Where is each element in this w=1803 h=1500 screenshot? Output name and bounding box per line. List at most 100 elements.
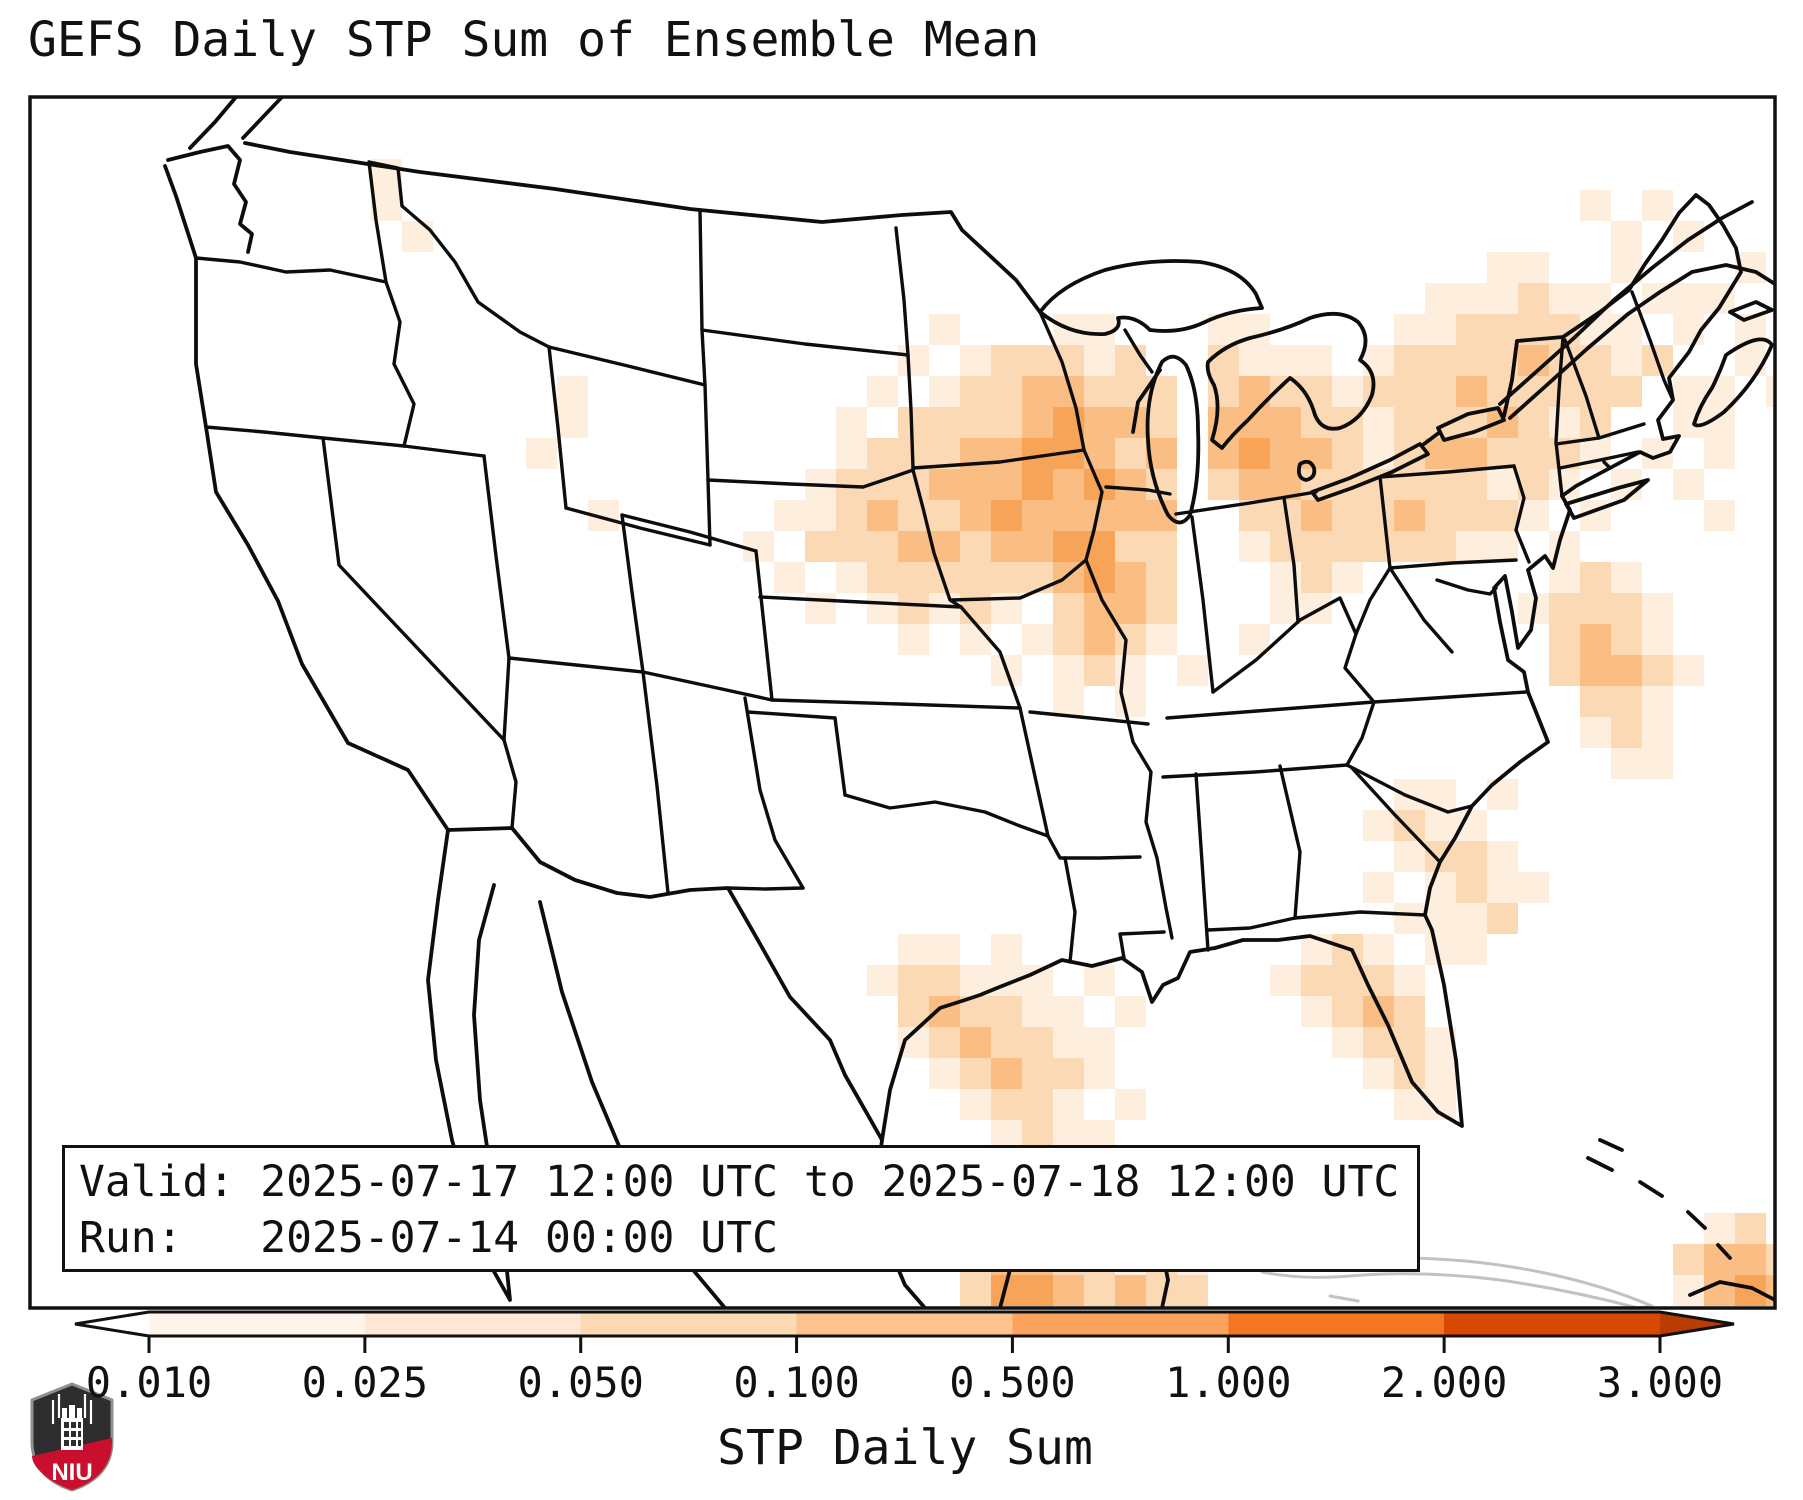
stp-cell (1487, 872, 1518, 903)
stp-cell (1363, 1058, 1394, 1089)
stp-cell (1115, 438, 1146, 469)
stp-cell (929, 500, 960, 531)
stp-cell (1704, 438, 1735, 469)
stp-cell (991, 1058, 1022, 1089)
stp-cell (1642, 190, 1673, 221)
stp-cell (1022, 500, 1053, 531)
colorbar-tick-label: 3.000 (1596, 1358, 1724, 1407)
stp-cell (991, 1089, 1022, 1120)
stp-cell (1053, 469, 1084, 500)
stp-cell (1239, 469, 1270, 500)
stp-cell (1084, 655, 1115, 686)
stp-cell (898, 624, 929, 655)
stp-cell (1611, 624, 1642, 655)
run-line: Run: 2025-07-14 00:00 UTC (79, 1213, 778, 1263)
stp-cell (1022, 1058, 1053, 1089)
stp-cell (960, 345, 991, 376)
stp-cell (1425, 283, 1456, 314)
stp-cell (1549, 624, 1580, 655)
stp-cell (1332, 996, 1363, 1027)
stp-cell (898, 531, 929, 562)
stp-cell (1301, 438, 1332, 469)
colorbar (74, 1310, 1735, 1353)
stp-cell (1022, 1027, 1053, 1058)
stp-cell (1084, 1058, 1115, 1089)
stp-cell (1580, 686, 1611, 717)
stp-cell (1611, 562, 1642, 593)
valid-run-box: Valid: 2025-07-17 12:00 UTC to 2025-07-1… (62, 1145, 1420, 1272)
stp-cell (991, 996, 1022, 1027)
stp-cell (1611, 221, 1642, 252)
stp-cell (557, 376, 588, 407)
stp-cell (1425, 345, 1456, 376)
stp-cell (1611, 376, 1642, 407)
colorbar-tick-label: 0.010 (85, 1358, 213, 1407)
stp-cell (1363, 810, 1394, 841)
stp-cell (1549, 655, 1580, 686)
stp-cell (1146, 469, 1177, 500)
stp-cell (1735, 1275, 1766, 1306)
stp-cell (1394, 500, 1425, 531)
stp-cell (1301, 562, 1332, 593)
stp-cell (1084, 624, 1115, 655)
map-frame (28, 95, 1777, 1310)
stp-cell (929, 376, 960, 407)
stp-cell (960, 469, 991, 500)
stp-cell (1115, 345, 1146, 376)
stp-cell (402, 221, 433, 252)
colorbar-segment (364, 1312, 581, 1336)
stp-cell (929, 965, 960, 996)
stp-cell (1022, 562, 1053, 593)
stp-cell (867, 376, 898, 407)
colorbar-tick-labels: 0.010 0.025 0.050 0.100 0.500 1.000 2.000 3.000 (0, 1358, 1803, 1408)
stp-cell (1363, 934, 1394, 965)
stp-cell (743, 531, 774, 562)
stp-cell (1425, 810, 1456, 841)
stp-cell (1518, 283, 1549, 314)
stp-cell (1456, 376, 1487, 407)
stp-cell (1053, 500, 1084, 531)
state-borders-layer (194, 160, 1675, 964)
stp-cell (991, 562, 1022, 593)
stp-cell (929, 314, 960, 345)
stp-cell (1022, 1089, 1053, 1120)
stp-cell (1022, 376, 1053, 407)
colorbar-segment (1012, 1312, 1229, 1336)
stp-cell (898, 562, 929, 593)
stp-cell (1301, 593, 1332, 624)
stp-cell (1053, 686, 1084, 717)
stp-cell (1766, 1244, 1775, 1275)
stp-cell (1146, 1275, 1177, 1306)
stp-cell (526, 438, 557, 469)
stp-cell (1115, 1275, 1146, 1306)
stp-cell (898, 965, 929, 996)
stp-cell (1053, 1089, 1084, 1120)
stp-cell (1394, 965, 1425, 996)
stp-cell (805, 500, 836, 531)
stp-cell (1580, 655, 1611, 686)
stp-cell (1146, 407, 1177, 438)
stp-cell (991, 500, 1022, 531)
stp-cell (1177, 1275, 1208, 1306)
stp-cell (1115, 376, 1146, 407)
stp-cell (557, 407, 588, 438)
colorbar-tick-label: 0.100 (733, 1358, 860, 1407)
stp-cell (1084, 376, 1115, 407)
stp-cell (1425, 376, 1456, 407)
stp-cell (774, 500, 805, 531)
stp-cell (1642, 748, 1673, 779)
stp-cell (1084, 345, 1115, 376)
stp-cell (1673, 283, 1704, 314)
stp-cell (929, 407, 960, 438)
stp-cell (1115, 407, 1146, 438)
colorbar-label: STP Daily Sum (717, 1420, 1093, 1476)
stp-cell (836, 500, 867, 531)
stp-cell (1053, 1027, 1084, 1058)
stp-cell (991, 376, 1022, 407)
stp-cell (1363, 996, 1394, 1027)
stp-cell (1487, 531, 1518, 562)
stp-cell (1487, 841, 1518, 872)
stp-cell (929, 1058, 960, 1089)
stp-cell (1270, 438, 1301, 469)
stp-cell (1301, 345, 1332, 376)
